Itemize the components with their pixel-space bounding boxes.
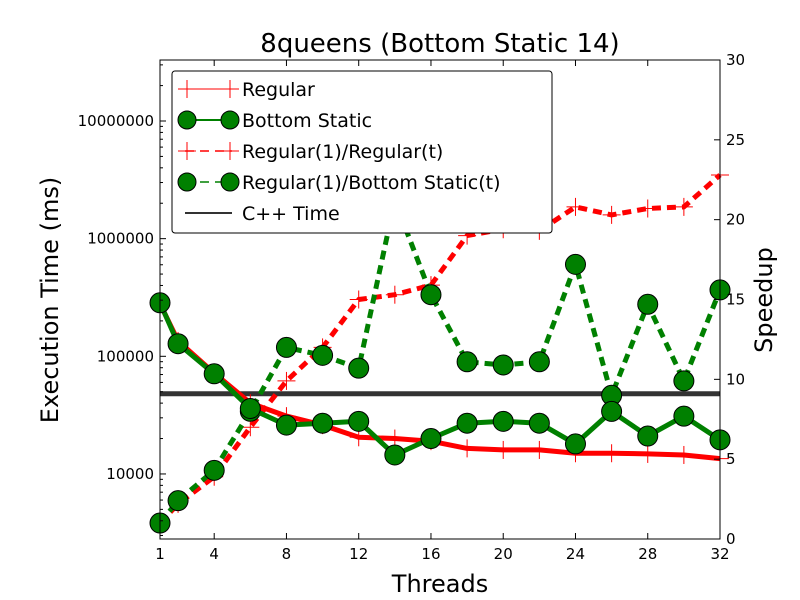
x-tick-label: 32 (710, 545, 729, 563)
y-right-axis-label: Speedup (750, 247, 778, 353)
y-left-tick-label: 1000000 (87, 230, 154, 248)
legend-frame (171, 70, 553, 234)
legend-marker (220, 110, 240, 130)
data-point (458, 439, 477, 458)
data-point (420, 284, 442, 306)
legend-entry-regular-1-regular-t: Regular(1)/Regular(t) (178, 141, 443, 163)
series-line (158, 198, 723, 525)
y-right-tick-label: 25 (726, 131, 745, 149)
y-right-tick-label: 0 (726, 530, 736, 548)
series-bottom-static (149, 292, 731, 466)
legend-entry-regular: Regular (178, 79, 315, 101)
legend-marker (220, 172, 240, 192)
legend-entry-c-time: C++ Time (185, 203, 340, 225)
x-tick-label: 4 (209, 545, 219, 563)
x-tick-label: 12 (349, 545, 368, 563)
data-point (602, 444, 621, 463)
data-point (638, 444, 657, 463)
data-point (349, 290, 368, 309)
data-point (312, 344, 334, 366)
data-point (420, 428, 442, 450)
data-point (312, 412, 334, 434)
x-axis: 1 4 8 12 16 20 24 28 32 (155, 60, 730, 563)
data-point (275, 414, 297, 436)
data-point (530, 440, 549, 459)
y-right-tick-label: 15 (726, 291, 745, 309)
legend-entry-bottom-static: Bottom Static (177, 110, 372, 132)
y-right-axis: 0 5 10 15 20 25 30 (714, 51, 745, 548)
data-point (239, 398, 261, 420)
data-point (601, 400, 623, 422)
data-point (528, 351, 550, 373)
plot-content (149, 165, 731, 534)
data-point (203, 363, 225, 385)
data-point (673, 405, 695, 427)
data-point (564, 253, 586, 275)
x-tick-label: 1 (155, 545, 165, 563)
legend: Regular Bottom Static Regular(1)/Regular(t… (171, 70, 553, 234)
y-right-tick-label: 30 (726, 51, 745, 69)
chart-title: 8queens (Bottom Static 14) (260, 29, 619, 59)
y-right-tick-label: 10 (726, 370, 745, 388)
data-point (637, 293, 659, 315)
data-point (385, 285, 404, 304)
data-point (492, 410, 514, 432)
data-point (494, 440, 513, 459)
legend-label: Regular(1)/Bottom Static(t) (242, 172, 501, 194)
legend-label: Bottom Static (242, 110, 372, 132)
data-point (564, 433, 586, 455)
data-point (674, 445, 693, 464)
y-left-tick-label: 10000000 (78, 112, 154, 130)
data-point (348, 410, 370, 432)
data-point (277, 371, 296, 390)
data-point (637, 425, 659, 447)
x-tick-label: 16 (421, 545, 440, 563)
data-point (638, 199, 657, 218)
series-line (158, 173, 722, 525)
x-tick-label: 20 (494, 545, 513, 563)
legend-label: C++ Time (242, 203, 340, 225)
legend-marker (177, 110, 197, 130)
y-right-tick-label: 5 (726, 450, 736, 468)
data-point (673, 370, 695, 392)
legend-marker (177, 172, 197, 192)
data-point (167, 333, 189, 355)
x-tick-label: 24 (566, 545, 585, 563)
y-left-tick-label: 10000 (106, 465, 154, 483)
data-point (456, 412, 478, 434)
x-axis-label: Threads (391, 570, 488, 598)
y-left-axis-label: Execution Time (ms) (36, 177, 64, 423)
y-left-axis: 10000 100000 1000000 10000000 (78, 64, 166, 536)
y-left-tick-label: 100000 (97, 347, 154, 365)
data-point (203, 459, 225, 481)
data-point (674, 197, 693, 216)
data-point (167, 490, 189, 512)
data-point (384, 444, 406, 466)
data-point (456, 351, 478, 373)
legend-entry-regular-1-bottom-static-t: Regular(1)/Bottom Static(t) (177, 172, 501, 194)
x-tick-label: 28 (638, 545, 657, 563)
x-tick-label: 8 (282, 545, 292, 563)
legend-label: Regular(1)/Regular(t) (242, 141, 443, 163)
data-point (492, 354, 514, 376)
legend-label: Regular (242, 79, 315, 101)
data-point (348, 357, 370, 379)
y-right-tick-label: 20 (726, 211, 745, 229)
data-point (275, 336, 297, 358)
data-point (566, 197, 585, 216)
data-point (602, 205, 621, 224)
data-point (528, 412, 550, 434)
